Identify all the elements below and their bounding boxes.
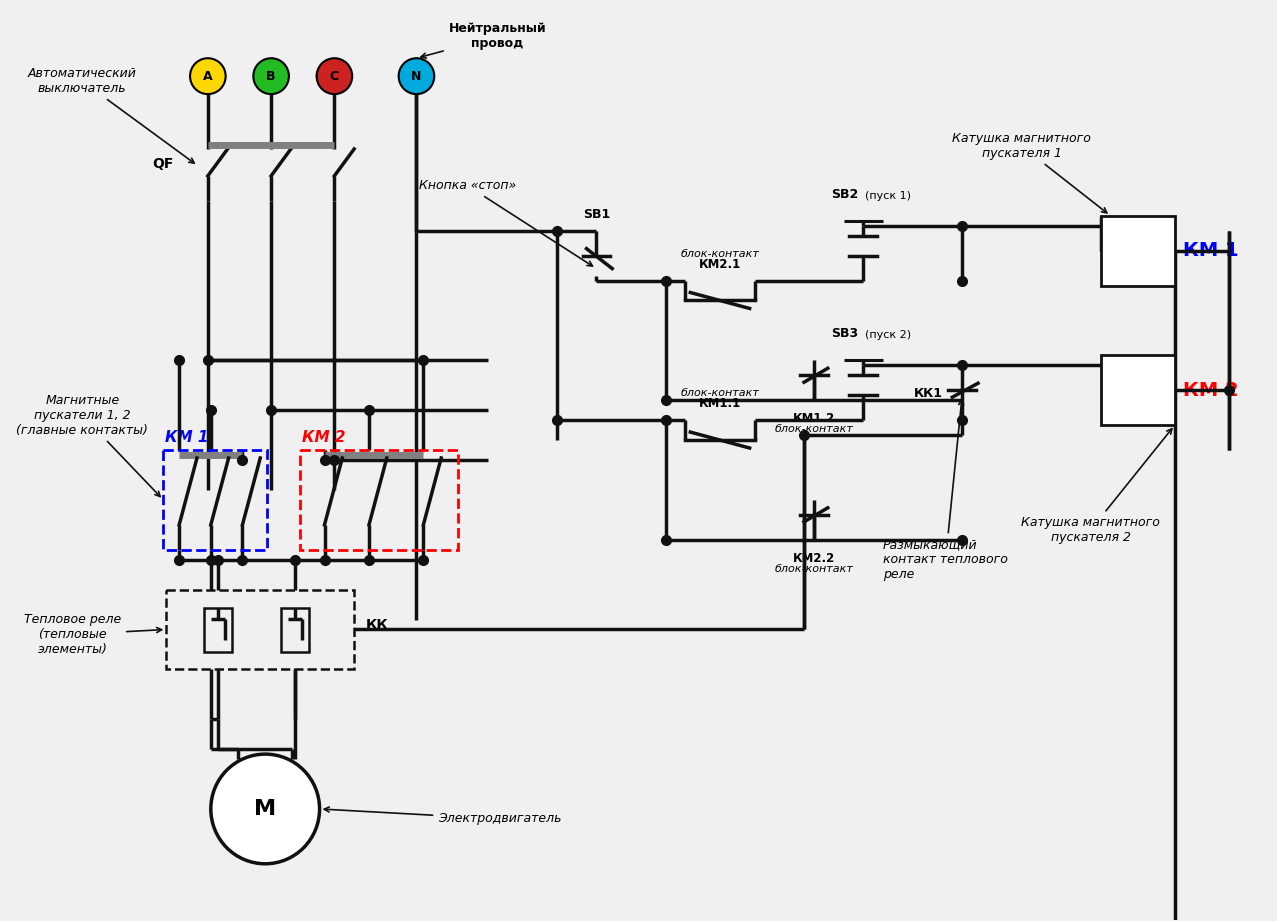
Circle shape	[190, 58, 226, 94]
Text: Электродвигатель: Электродвигатель	[324, 807, 562, 825]
Text: QF: QF	[152, 157, 174, 171]
Text: SB3: SB3	[831, 327, 858, 341]
Text: КМ2.1: КМ2.1	[699, 258, 741, 271]
Circle shape	[253, 58, 289, 94]
Text: блок-контакт: блок-контакт	[774, 564, 853, 574]
Text: КМ 2: КМ 2	[1183, 380, 1239, 400]
Text: Нейтральный
провод: Нейтральный провод	[421, 22, 547, 58]
Circle shape	[211, 754, 319, 864]
Text: Магнитные
пускатели 1, 2
(главные контакты): Магнитные пускатели 1, 2 (главные контак…	[17, 393, 160, 496]
Bar	[166, 589, 354, 670]
Text: Катушка магнитного
пускателя 2: Катушка магнитного пускателя 2	[1022, 428, 1172, 543]
Text: М: М	[254, 799, 276, 819]
Text: Автоматический
выключатель: Автоматический выключатель	[28, 67, 194, 163]
Text: Тепловое реле
(тепловые
элементы): Тепловое реле (тепловые элементы)	[24, 613, 162, 656]
Bar	[300, 450, 458, 550]
Text: Кнопка «стоп»: Кнопка «стоп»	[419, 180, 593, 266]
Bar	[281, 608, 309, 652]
Bar	[1101, 356, 1175, 426]
Text: блок-контакт: блок-контакт	[681, 388, 760, 398]
Text: SB2: SB2	[831, 188, 858, 201]
Text: КМ1.2: КМ1.2	[793, 412, 835, 426]
Text: КМ2.2: КМ2.2	[793, 552, 835, 565]
Circle shape	[398, 58, 434, 94]
Circle shape	[317, 58, 352, 94]
Bar	[163, 450, 267, 550]
Text: B: B	[267, 70, 276, 83]
Text: A: A	[203, 70, 213, 83]
Text: N: N	[411, 70, 421, 83]
Text: КМ 2: КМ 2	[301, 430, 345, 445]
Text: Катушка магнитного
пускателя 1: Катушка магнитного пускателя 1	[953, 132, 1107, 213]
Text: КМ 1: КМ 1	[1183, 241, 1239, 260]
Text: SB1: SB1	[582, 208, 610, 221]
Text: (пуск 2): (пуск 2)	[866, 331, 912, 341]
Bar	[204, 608, 231, 652]
Text: КК1: КК1	[913, 387, 942, 400]
Text: блок-контакт: блок-контакт	[681, 249, 760, 259]
Text: КК: КК	[366, 617, 388, 632]
Text: КМ 1: КМ 1	[165, 430, 209, 445]
Text: Размыкающий
контакт теплового
реле: Размыкающий контакт теплового реле	[884, 400, 1008, 581]
Text: КМ1.1: КМ1.1	[699, 397, 741, 410]
Bar	[1101, 216, 1175, 286]
Text: блок-контакт: блок-контакт	[774, 424, 853, 434]
Text: (пуск 1): (пуск 1)	[866, 191, 912, 201]
Text: C: C	[329, 70, 338, 83]
